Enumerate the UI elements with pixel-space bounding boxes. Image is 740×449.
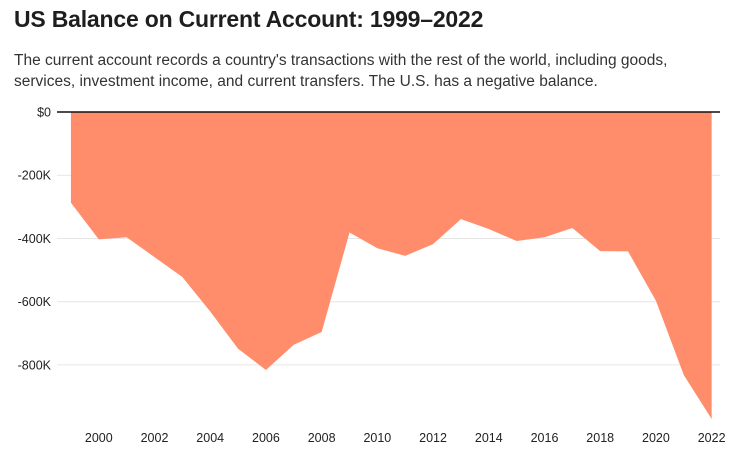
x-tick-label: 2006 bbox=[252, 431, 280, 445]
y-tick-label: -800K bbox=[18, 358, 52, 372]
x-tick-label: 2012 bbox=[419, 431, 447, 445]
x-tick-label: 2022 bbox=[698, 431, 726, 445]
y-tick-label: -600K bbox=[18, 295, 52, 309]
x-tick-label: 2008 bbox=[308, 431, 336, 445]
y-tick-label: -200K bbox=[18, 169, 52, 183]
y-tick-label: -400K bbox=[18, 232, 52, 246]
x-tick-label: 2016 bbox=[531, 431, 559, 445]
chart-title: US Balance on Current Account: 1999–2022 bbox=[14, 6, 484, 32]
x-tick-label: 2004 bbox=[196, 431, 224, 445]
x-tick-label: 2002 bbox=[141, 431, 169, 445]
area-series bbox=[70, 112, 712, 419]
y-tick-label: $0 bbox=[37, 106, 51, 120]
chart-subtitle: The current account records a country's … bbox=[14, 52, 668, 90]
x-tick-label: 2018 bbox=[586, 431, 614, 445]
x-tick-label: 2010 bbox=[363, 431, 391, 445]
x-tick-label: 2020 bbox=[642, 431, 670, 445]
x-tick-label: 2014 bbox=[475, 431, 503, 445]
x-tick-label: 2000 bbox=[85, 431, 113, 445]
